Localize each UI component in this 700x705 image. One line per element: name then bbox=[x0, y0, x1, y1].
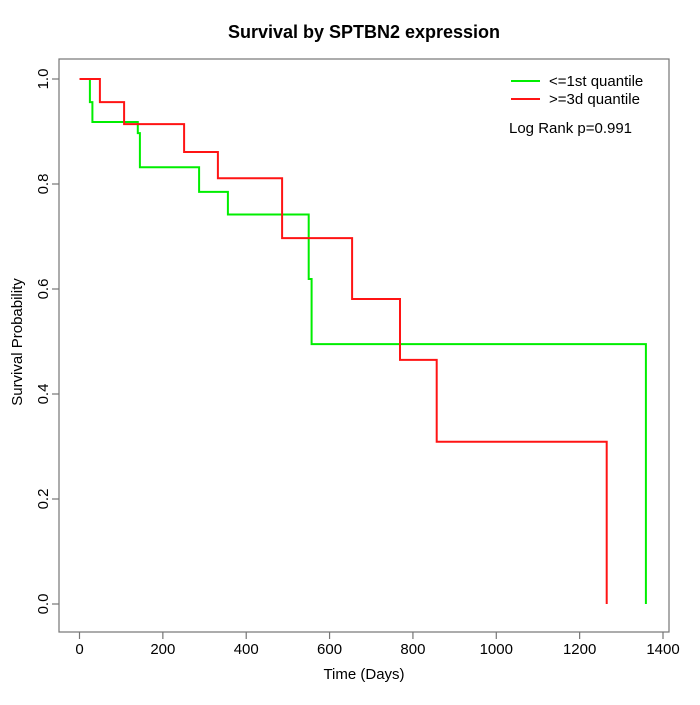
y-tick-label: 0.0 bbox=[35, 594, 52, 615]
x-tick-label: 800 bbox=[400, 641, 425, 658]
km-curve-1st-quantile bbox=[79, 78, 647, 604]
y-tick-label: 0.4 bbox=[35, 384, 52, 405]
km-curves bbox=[79, 78, 647, 604]
y-axis-label: Survival Probability bbox=[9, 278, 26, 406]
x-tick-label: 600 bbox=[317, 641, 342, 658]
log-rank-annotation: Log Rank p=0.991 bbox=[509, 120, 632, 137]
km-curve-3d-quantile bbox=[79, 78, 608, 604]
chart-title: Survival by SPTBN2 expression bbox=[228, 22, 500, 42]
y-tick-label: 0.8 bbox=[35, 174, 52, 195]
legend-label-3d-quantile: >=3d quantile bbox=[549, 91, 640, 108]
legend-label-1st-quantile: <=1st quantile bbox=[549, 73, 643, 90]
x-tick-label: 1000 bbox=[480, 641, 513, 658]
x-axis-label: Time (Days) bbox=[323, 666, 404, 683]
x-tick-label: 200 bbox=[150, 641, 175, 658]
legend: <=1st quantile >=3d quantile Log Rank p=… bbox=[509, 73, 643, 137]
x-tick-label: 1400 bbox=[646, 641, 679, 658]
x-tick-label: 0 bbox=[75, 641, 83, 658]
x-tick-label: 400 bbox=[234, 641, 259, 658]
y-tick-label: 1.0 bbox=[35, 69, 52, 90]
x-axis: 0 200 400 600 800 1000 1200 1400 bbox=[75, 632, 680, 658]
plot-box bbox=[58, 58, 670, 633]
y-tick-label: 0.6 bbox=[35, 279, 52, 300]
y-tick-label: 0.2 bbox=[35, 489, 52, 510]
x-tick-label: 1200 bbox=[563, 641, 596, 658]
y-axis: 0.0 0.2 0.4 0.6 0.8 1.0 bbox=[35, 69, 59, 615]
